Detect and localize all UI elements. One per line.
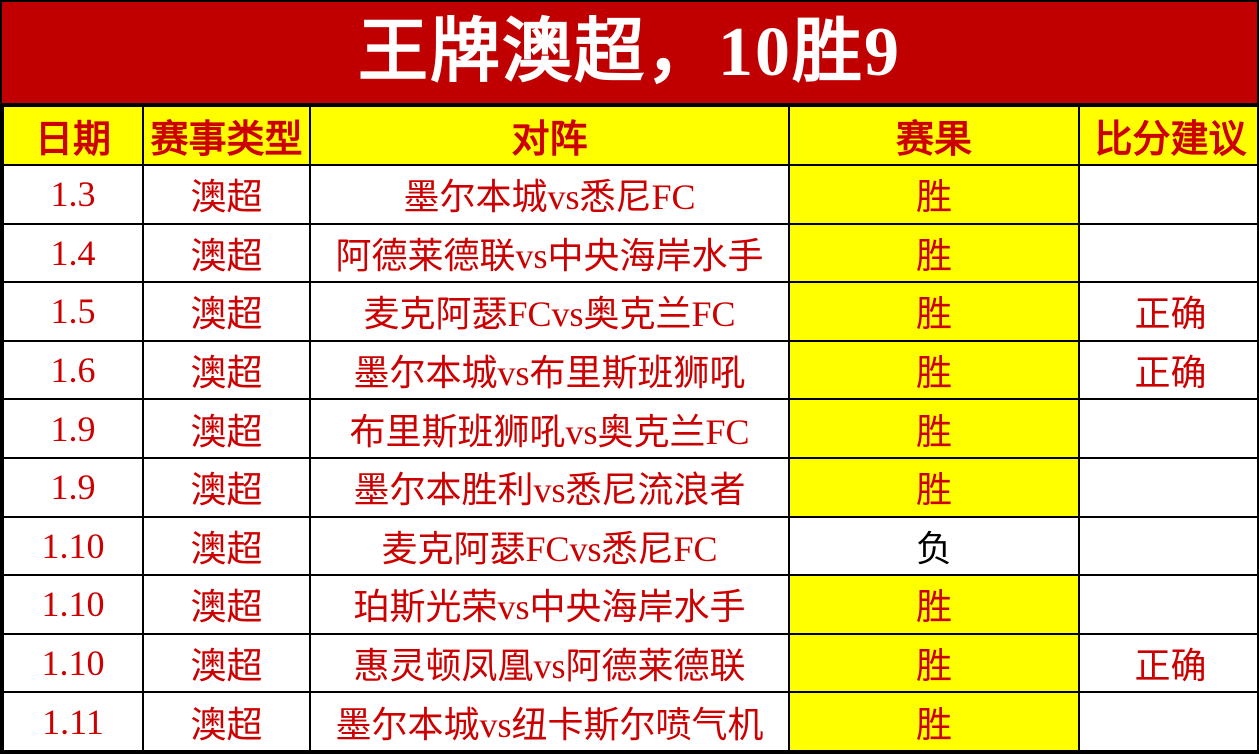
result-cell: 胜 — [788, 164, 1080, 225]
title-banner: 王牌澳超，10胜9 — [2, 2, 1257, 105]
suggestion-cell — [1078, 398, 1257, 459]
result-cell: 胜 — [788, 398, 1080, 459]
result-cell: 胜 — [788, 574, 1080, 635]
date-cell: 1.3 — [2, 164, 144, 225]
match-cell: 布里斯班狮吼vs奥克兰FC — [309, 398, 790, 459]
table-row: 1.10 澳超 麦克阿瑟FCvs悉尼FC 负 — [2, 515, 1257, 577]
match-cell: 墨尔本城vs纽卡斯尔喷气机 — [309, 691, 790, 752]
header-row: 日期 赛事类型 对阵 赛果 比分建议 — [2, 105, 1257, 166]
suggestion-cell: 正确 — [1078, 281, 1257, 342]
league-cell: 澳超 — [142, 222, 311, 284]
league-cell: 澳超 — [142, 281, 311, 342]
match-cell: 墨尔本胜利vs悉尼流浪者 — [309, 456, 790, 518]
date-cell: 1.10 — [2, 515, 144, 577]
match-cell: 阿德莱德联vs中央海岸水手 — [309, 222, 790, 284]
league-cell: 澳超 — [142, 691, 311, 752]
date-cell: 1.10 — [2, 574, 144, 635]
table-row: 1.9 澳超 布里斯班狮吼vs奥克兰FC 胜 — [2, 398, 1257, 459]
league-cell: 澳超 — [142, 456, 311, 518]
league-cell: 澳超 — [142, 632, 311, 694]
date-cell: 1.9 — [2, 398, 144, 459]
suggestion-cell — [1078, 691, 1257, 752]
header-suggestion: 比分建议 — [1078, 105, 1257, 166]
table-row: 1.10 澳超 珀斯光荣vs中央海岸水手胜 — [2, 574, 1257, 635]
table-row: 1.10 澳超 惠灵顿凤凰vs阿德莱德联胜正确 — [2, 632, 1257, 694]
table-row: 1.5 澳超 麦克阿瑟FCvs奥克兰FC 胜正确 — [2, 281, 1257, 342]
match-cell: 麦克阿瑟FCvs悉尼FC — [309, 515, 790, 577]
table-row: 1.11 澳超 墨尔本城vs纽卡斯尔喷气机胜 — [2, 691, 1257, 752]
match-cell: 墨尔本城vs布里斯班狮吼 — [309, 339, 790, 401]
date-cell: 1.10 — [2, 632, 144, 694]
results-table: 日期 赛事类型 对阵 赛果 比分建议 1.3 澳超 墨尔本城vs悉尼FC 胜 1.4 澳超… — [2, 105, 1257, 752]
league-cell: 澳超 — [142, 164, 311, 225]
suggestion-cell — [1078, 164, 1257, 225]
date-cell: 1.11 — [2, 691, 144, 752]
match-cell: 墨尔本城vs悉尼FC — [309, 164, 790, 225]
suggestion-cell — [1078, 574, 1257, 635]
league-cell: 澳超 — [142, 574, 311, 635]
match-cell: 珀斯光荣vs中央海岸水手 — [309, 574, 790, 635]
suggestion-cell — [1078, 456, 1257, 518]
table-row: 1.9 澳超 墨尔本胜利vs悉尼流浪者胜 — [2, 456, 1257, 518]
header-match: 对阵 — [309, 105, 790, 166]
result-cell: 胜 — [788, 222, 1080, 284]
suggestion-cell — [1078, 222, 1257, 284]
date-cell: 1.5 — [2, 281, 144, 342]
league-cell: 澳超 — [142, 515, 311, 577]
suggestion-cell: 正确 — [1078, 632, 1257, 694]
table-row: 1.6 澳超 墨尔本城vs布里斯班狮吼胜正确 — [2, 339, 1257, 401]
header-result: 赛果 — [788, 105, 1080, 166]
result-cell: 胜 — [788, 456, 1080, 518]
table-row: 1.4 澳超 阿德莱德联vs中央海岸水手胜 — [2, 222, 1257, 284]
header-date: 日期 — [2, 105, 144, 166]
suggestion-cell — [1078, 515, 1257, 577]
result-cell: 胜 — [788, 632, 1080, 694]
result-cell: 胜 — [788, 281, 1080, 342]
match-cell: 麦克阿瑟FCvs奥克兰FC — [309, 281, 790, 342]
date-cell: 1.6 — [2, 339, 144, 401]
header-league: 赛事类型 — [142, 105, 311, 166]
table-row: 1.3 澳超 墨尔本城vs悉尼FC 胜 — [2, 164, 1257, 225]
results-table-body: 1.3 澳超 墨尔本城vs悉尼FC 胜 1.4 澳超 阿德莱德联vs中央海岸水手胜 1.5 澳超… — [2, 164, 1257, 752]
result-cell: 胜 — [788, 339, 1080, 401]
league-cell: 澳超 — [142, 339, 311, 401]
result-cell: 胜 — [788, 691, 1080, 752]
page-title: 王牌澳超，10胜9 — [358, 13, 901, 91]
suggestion-cell: 正确 — [1078, 339, 1257, 401]
league-cell: 澳超 — [142, 398, 311, 459]
result-cell: 负 — [788, 515, 1080, 577]
date-cell: 1.9 — [2, 456, 144, 518]
date-cell: 1.4 — [2, 222, 144, 284]
match-cell: 惠灵顿凤凰vs阿德莱德联 — [309, 632, 790, 694]
